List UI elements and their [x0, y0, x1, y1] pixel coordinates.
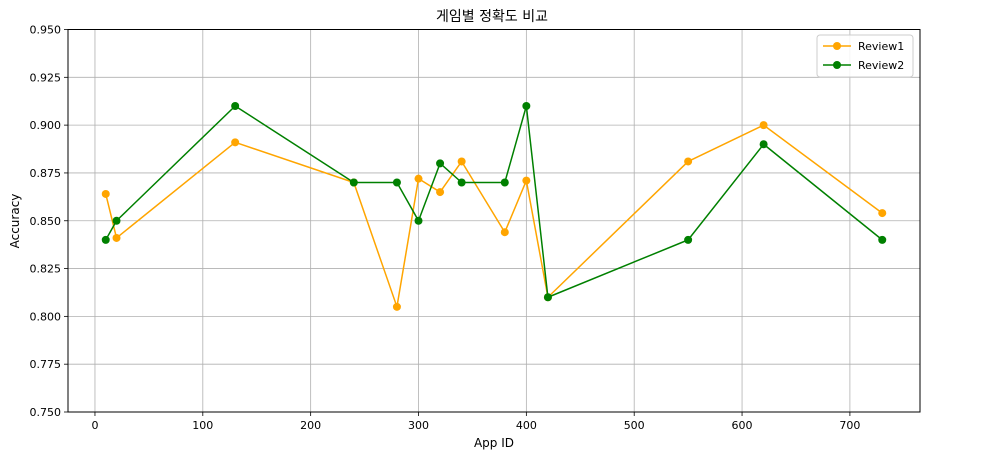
data-point-review2	[457, 178, 466, 187]
grid	[68, 29, 920, 413]
x-tick-label: 100	[192, 419, 213, 432]
data-point-review1	[231, 138, 240, 147]
legend-label-review1: Review1	[858, 40, 904, 53]
legend-item-review2: Review2	[823, 59, 904, 72]
data-point-review1	[101, 189, 110, 198]
data-point-review2	[500, 178, 509, 187]
data-point-review2	[436, 159, 445, 168]
data-point-review2	[231, 102, 240, 110]
legend-marker-review2	[833, 61, 841, 69]
legend-marker-review1	[833, 42, 841, 50]
data-point-review1	[500, 228, 509, 237]
data-point-review2	[414, 216, 423, 225]
y-tick-label: 0.925	[30, 71, 62, 84]
x-tick-label: 0	[91, 419, 98, 432]
y-tick-label: 0.950	[30, 24, 62, 37]
x-tick-label: 600	[732, 419, 753, 432]
series-layer	[101, 102, 887, 311]
data-point-review2	[878, 235, 887, 244]
data-point-review2	[684, 235, 693, 244]
data-point-review1	[759, 121, 768, 130]
y-tick-label: 0.825	[30, 263, 62, 276]
data-point-review1	[457, 157, 466, 166]
data-point-review1	[878, 209, 887, 218]
data-point-review1	[414, 174, 423, 183]
legend-item-review1: Review1	[823, 40, 904, 53]
y-tick-label: 0.750	[30, 406, 62, 419]
data-point-review2	[112, 216, 121, 225]
legend-label-review2: Review2	[858, 59, 904, 72]
y-axis: 0.750 0.775 0.800 0.825 0.850 0.875 0.900 0.925…	[30, 24, 68, 419]
series-review1	[101, 121, 887, 311]
chart-title: 게임별 정확도 비교	[436, 9, 548, 25]
data-point-review2	[759, 140, 768, 149]
data-point-review1	[112, 233, 121, 242]
series-review2	[101, 102, 887, 302]
legend: Review1 Review2	[816, 34, 914, 78]
y-tick-label: 0.800	[30, 310, 62, 323]
y-axis-label: Accuracy	[8, 194, 22, 249]
y-tick-label: 0.875	[30, 167, 62, 180]
data-point-review1	[522, 176, 531, 185]
data-point-review1	[436, 188, 445, 197]
x-tick-label: 300	[408, 419, 429, 432]
x-axis: 0 100 200 300 400 500 600 700	[91, 412, 860, 432]
y-tick-label: 0.850	[30, 215, 62, 228]
x-tick-label: 700	[839, 419, 860, 432]
data-point-review2	[522, 102, 531, 110]
data-point-review2	[543, 293, 552, 302]
data-point-review1	[392, 302, 401, 311]
y-tick-label: 0.775	[30, 358, 62, 371]
series-line-review2	[105, 105, 883, 298]
x-axis-label: App ID	[474, 436, 514, 450]
x-tick-label: 500	[624, 419, 645, 432]
data-point-review2	[349, 178, 358, 187]
series-line-review1	[105, 124, 883, 308]
data-point-review2	[392, 178, 401, 187]
x-tick-label: 200	[300, 419, 321, 432]
x-tick-label: 400	[516, 419, 537, 432]
y-tick-label: 0.900	[30, 119, 62, 132]
data-point-review2	[101, 235, 110, 244]
data-point-review1	[684, 157, 693, 166]
